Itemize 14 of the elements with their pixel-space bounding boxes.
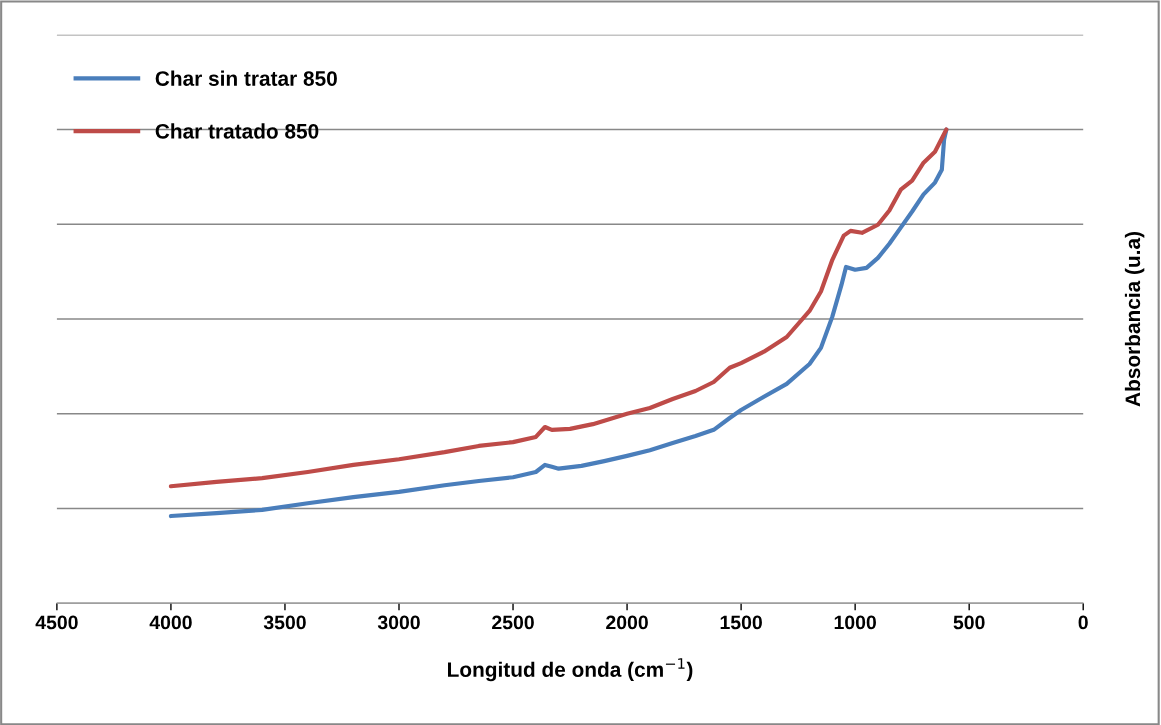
- x-tick-label: 500: [953, 615, 985, 630]
- legend-label: Char sin tratar 850: [155, 70, 337, 86]
- x-tick-label: 2000: [606, 615, 648, 630]
- legend-label: Char tratado 850: [155, 123, 319, 139]
- x-tick-label: 1500: [720, 615, 762, 630]
- y-axis-title: Absorbancia (u.a): [1124, 232, 1145, 407]
- x-axis-title: Longitud de onda (cm$^{−1}$): [448, 658, 693, 682]
- x-tick-label: 3500: [263, 615, 306, 630]
- x-tick-label: 1000: [834, 615, 876, 630]
- x-tick-label: 4500: [35, 615, 78, 630]
- x-tick-label: 2500: [492, 615, 534, 630]
- x-tick-label: 0: [1078, 615, 1088, 630]
- x-tick-label: 3000: [377, 615, 420, 630]
- x-tick-label: 4000: [149, 615, 192, 630]
